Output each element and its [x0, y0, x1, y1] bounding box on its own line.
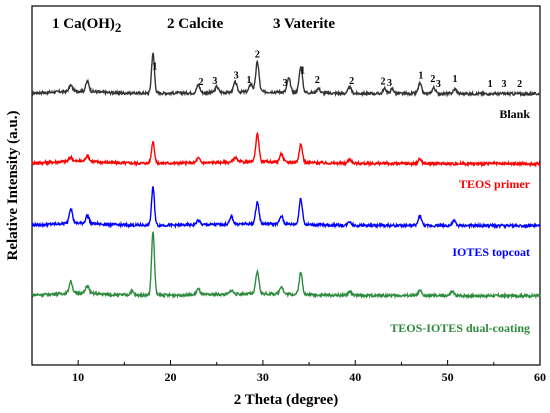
peak-annotation-1: 2: [199, 77, 204, 88]
x-axis-title: 2 Theta (degree): [234, 392, 338, 408]
phase-legend: 1 Ca(OH)2 2 Calcite 3 Vaterite: [52, 16, 335, 35]
peak-annotation-16: 1: [488, 79, 493, 90]
peak-annotation-15: 1: [453, 74, 458, 85]
series-label-iotes-topcoat: IOTES topcoat: [452, 245, 530, 259]
series-line-blank: [31, 52, 541, 98]
peak-annotation-14: 3: [436, 79, 441, 90]
peak-annotation-8: 2: [315, 75, 320, 86]
series-line-teos-primer: [31, 131, 541, 168]
x-tick-label-20: 20: [165, 370, 177, 384]
x-tick-label-30: 30: [257, 370, 269, 384]
peak-annotation-18: 2: [517, 79, 522, 90]
peak-annotation-0: 1: [152, 62, 157, 73]
phase-legend-entry-2: 2 Calcite: [167, 16, 224, 32]
peak-annotation-2: 3: [212, 76, 217, 87]
plot-frame: [31, 5, 541, 366]
axis-layer: 10 20 30 40 50 60: [31, 360, 546, 384]
peak-annotation-7: 1: [300, 65, 305, 76]
series-label-blank: Blank: [499, 107, 530, 121]
peak-annotation-6: 3: [283, 78, 288, 89]
phase-legend-number: 2: [167, 16, 178, 32]
phase-legend-name: Ca(OH): [63, 16, 115, 32]
x-tick-label-40: 40: [349, 370, 361, 384]
peak-annotation-10: 2: [380, 76, 385, 87]
series-label-teos-primer: TEOS primer: [459, 177, 531, 191]
phase-legend-entry-3: 3 Vaterite: [273, 16, 335, 32]
peak-annotation-5: 2: [255, 49, 260, 60]
phase-legend-subscript: 2: [115, 20, 122, 35]
peak-annotation-13: 2: [430, 74, 435, 85]
phase-legend-name: Calcite: [178, 16, 223, 32]
peak-annotation-4: 1: [247, 75, 252, 86]
y-axis-title: Relative Intensity (a.u.): [5, 111, 21, 261]
series-layer: Blank TEOS primer IOTES topcoat TEOS-IOTES …: [31, 52, 541, 335]
peak-annotation-9: 2: [349, 76, 354, 87]
peak-annotation-17: 3: [501, 79, 506, 90]
x-tick-label-60: 60: [534, 370, 546, 384]
peak-annotation-12: 1: [418, 71, 423, 82]
x-tick-label-10: 10: [72, 370, 84, 384]
peak-annotation-3: 3: [234, 71, 239, 82]
series-label-teos-iotes-dual-coating: TEOS-IOTES dual-coating: [390, 321, 530, 335]
phase-legend-number: 3: [273, 16, 284, 32]
x-tick-label-50: 50: [442, 370, 454, 384]
phase-legend-name: Vaterite: [284, 16, 335, 32]
peak-annotation-11: 3: [387, 78, 392, 89]
series-line-iotes-topcoat: [31, 186, 541, 230]
series-line-teos-iotes-dual-coating: [31, 231, 541, 300]
phase-legend-number: 1: [52, 16, 63, 32]
phase-legend-entry-1: 1 Ca(OH)2: [52, 16, 121, 35]
